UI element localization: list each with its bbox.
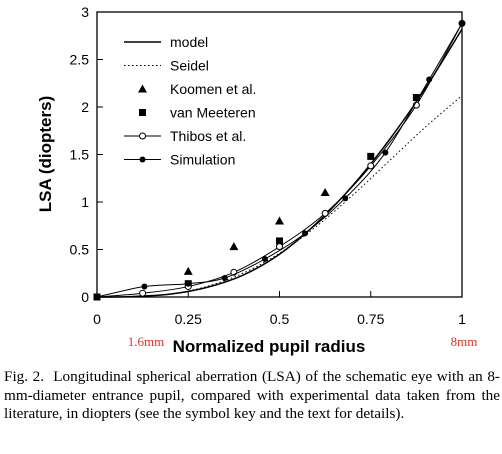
x-tick-label: 0 bbox=[93, 311, 101, 327]
x-tick-label: 0.25 bbox=[175, 311, 202, 327]
data-point-koomen-et-al bbox=[275, 216, 284, 225]
legend-entry-seidel: Seidel bbox=[124, 58, 209, 74]
legend-label: Koomen et al. bbox=[170, 81, 256, 97]
legend-label: Thibos et al. bbox=[170, 128, 246, 144]
series-layer bbox=[93, 19, 466, 301]
legend-label: model bbox=[170, 34, 208, 50]
series-seidel bbox=[96, 95, 463, 298]
legend-marker bbox=[139, 156, 146, 163]
y-tick-label: 2 bbox=[81, 99, 89, 115]
y-tick-label: 0.5 bbox=[70, 242, 90, 258]
legend-entry-simulation: Simulation bbox=[124, 152, 235, 168]
data-point-simulation bbox=[426, 76, 433, 83]
series-thibos-et-al bbox=[93, 19, 466, 301]
data-point-simulation bbox=[185, 280, 192, 287]
legend-marker bbox=[138, 84, 147, 93]
data-point-simulation bbox=[342, 195, 349, 202]
data-point-thibos-et-al bbox=[367, 162, 375, 170]
data-point-thibos-et-al bbox=[276, 243, 283, 251]
legend-entry-model: model bbox=[124, 34, 208, 50]
series-van-meeteren bbox=[93, 94, 420, 301]
data-point-simulation bbox=[261, 256, 268, 262]
data-point-simulation bbox=[382, 149, 389, 156]
x-annotation: 8mm bbox=[451, 334, 478, 349]
legend-marker bbox=[139, 132, 146, 140]
data-point-simulation bbox=[141, 283, 148, 290]
series-simulation bbox=[94, 20, 465, 300]
y-axis-title: LSA (diopters) bbox=[36, 96, 55, 212]
caption-text: Longitudinal spherical aberration (LSA) … bbox=[4, 368, 500, 422]
x-axis-title: Normalized pupil radius bbox=[173, 337, 366, 356]
x-annotation: 1.6mm bbox=[128, 334, 164, 349]
x-tick-label: 0.5 bbox=[270, 311, 290, 327]
legend: model Seidel Koomen et al. van Meeteren Thib… bbox=[124, 34, 256, 168]
y-tick-label: 2.5 bbox=[70, 52, 90, 68]
x-tick-label: 1 bbox=[458, 311, 466, 327]
series-line-simulation bbox=[96, 23, 463, 298]
data-point-simulation bbox=[302, 230, 309, 237]
y-tick-label: 0 bbox=[81, 289, 89, 305]
figure-caption: Fig. 2. Longitudinal spherical aberratio… bbox=[4, 368, 500, 424]
series-line-thibos-et-al bbox=[96, 23, 463, 298]
lsa-chart: 0 0.5 1 1.5 2 2.5 3 0 0.25 0.5 0.75 1 1.6mm 8mm model… bbox=[36, 4, 478, 356]
data-point-simulation bbox=[221, 275, 228, 281]
legend-label: van Meeteren bbox=[170, 105, 256, 121]
data-point-koomen-et-al bbox=[183, 266, 193, 275]
data-point-koomen-et-al bbox=[229, 242, 239, 251]
axes-layer: 0 0.5 1 1.5 2 2.5 3 0 0.25 0.5 0.75 1 1.6mm 8mm bbox=[70, 4, 478, 349]
caption-lead: Fig. 2. bbox=[4, 368, 45, 385]
series-model bbox=[96, 28, 463, 298]
x-tick-label: 0.75 bbox=[357, 311, 384, 327]
legend-entry-van-meeteren: van Meeteren bbox=[139, 105, 256, 121]
y-tick-label: 1.5 bbox=[70, 147, 90, 163]
data-point-van-meeteren bbox=[367, 152, 375, 160]
y-tick-label: 3 bbox=[81, 4, 89, 20]
data-point-thibos-et-al bbox=[139, 289, 147, 297]
legend-label: Simulation bbox=[170, 152, 235, 168]
legend-entry-koomen-et-al: Koomen et al. bbox=[138, 81, 256, 97]
data-point-van-meeteren bbox=[412, 94, 420, 101]
y-tick-label: 1 bbox=[81, 194, 89, 210]
series-line-model bbox=[96, 28, 463, 298]
series-line-seidel bbox=[96, 95, 463, 298]
data-point-koomen-et-al bbox=[320, 188, 330, 196]
legend-marker bbox=[139, 109, 146, 116]
series-koomen-et-al bbox=[183, 188, 330, 275]
legend-label: Seidel bbox=[170, 58, 209, 74]
data-point-van-meeteren bbox=[276, 237, 283, 245]
legend-entry-thibos-et-al: Thibos et al. bbox=[124, 128, 246, 144]
